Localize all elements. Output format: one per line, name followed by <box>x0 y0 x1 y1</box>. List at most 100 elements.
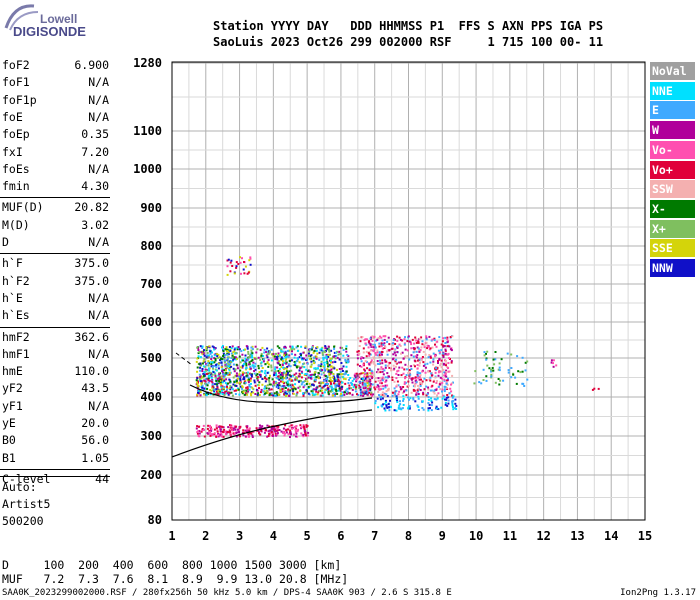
echo-point <box>198 432 201 435</box>
echo-point <box>203 379 206 382</box>
echo-point <box>211 383 214 386</box>
echo-point <box>432 360 435 363</box>
echo-point <box>198 435 201 438</box>
echo-point <box>249 367 252 370</box>
echo-point <box>435 382 438 384</box>
echo-point <box>253 379 256 382</box>
echo-point <box>307 392 310 395</box>
echo-point <box>383 338 386 341</box>
echo-point <box>432 363 435 366</box>
y-tick-label: 900 <box>140 201 162 215</box>
echo-point <box>199 356 202 359</box>
echo-point <box>250 373 253 376</box>
echo-point <box>273 428 276 431</box>
echo-point <box>236 346 239 349</box>
echo-point <box>376 362 379 365</box>
echo-point <box>365 374 368 377</box>
echo-point <box>364 342 367 345</box>
echo-point <box>364 360 367 363</box>
echo-point <box>270 348 273 351</box>
echo-point <box>231 388 234 391</box>
echo-point <box>305 368 308 371</box>
echo-point <box>323 391 326 394</box>
echo-point <box>428 354 431 356</box>
echo-point <box>280 358 283 361</box>
echo-point <box>332 366 334 369</box>
echo-point <box>388 349 391 352</box>
legend-item-nne: NNE <box>650 81 695 100</box>
echo-point <box>263 348 266 351</box>
echo-point <box>295 435 297 438</box>
echo-point <box>408 398 410 401</box>
echo-point <box>272 354 275 357</box>
echo-point <box>390 369 393 372</box>
echo-point <box>248 388 251 391</box>
echo-point <box>212 386 215 389</box>
echo-point <box>442 345 445 348</box>
echo-point <box>300 370 303 373</box>
echo-point <box>555 364 558 367</box>
echo-point <box>259 375 262 378</box>
echo-point <box>334 357 337 360</box>
echo-point <box>437 371 440 374</box>
echo-point <box>266 347 269 350</box>
echo-point <box>498 369 501 372</box>
echo-point <box>317 375 320 378</box>
echo-point <box>368 367 371 370</box>
echo-point <box>417 375 420 378</box>
echo-point <box>510 353 513 356</box>
echo-point <box>201 347 204 349</box>
echo-point <box>415 391 418 394</box>
echo-point <box>423 388 426 391</box>
echo-point <box>348 378 350 381</box>
echo-point <box>439 383 442 386</box>
echo-point <box>387 387 390 390</box>
echo-point <box>364 386 367 389</box>
echo-point <box>593 387 596 390</box>
echo-point <box>221 389 223 392</box>
echo-point <box>262 390 265 393</box>
echo-point <box>411 338 414 341</box>
echo-point <box>338 383 341 386</box>
echo-point <box>328 385 331 388</box>
echo-point <box>354 387 357 390</box>
echo-point <box>276 427 279 430</box>
echo-point <box>318 385 321 388</box>
echo-point <box>212 367 214 370</box>
echo-point <box>228 392 231 395</box>
echo-point <box>255 351 258 354</box>
echo-point <box>449 348 452 351</box>
echo-point <box>447 402 450 405</box>
echo-point <box>257 429 260 432</box>
echo-point <box>430 374 433 377</box>
echo-point <box>485 358 488 361</box>
echo-point <box>338 386 341 389</box>
echo-point <box>440 406 443 409</box>
echo-point <box>246 272 249 275</box>
echo-point <box>277 352 280 355</box>
echo-point <box>414 400 417 403</box>
echo-point <box>224 430 227 433</box>
echo-point <box>523 385 526 387</box>
echo-point <box>310 363 313 366</box>
echo-point <box>247 388 249 391</box>
echo-point <box>288 370 291 373</box>
echo-point <box>395 365 397 368</box>
echo-point <box>281 380 284 383</box>
echo-point <box>436 367 439 370</box>
echo-point <box>200 351 203 354</box>
echo-point <box>352 386 355 389</box>
echo-point <box>250 349 253 352</box>
param-separator <box>0 253 110 255</box>
echo-point <box>308 355 310 357</box>
echo-point <box>275 391 278 394</box>
echo-point <box>215 383 218 386</box>
echo-point <box>249 392 252 395</box>
echo-point <box>220 432 223 435</box>
echo-point <box>300 358 303 361</box>
echo-point <box>394 361 397 364</box>
echo-point <box>233 350 236 353</box>
header-row-1: Station YYYY DAY DDD HHMMSS P1 FFS S AXN… <box>213 19 604 33</box>
echo-point <box>445 382 448 385</box>
echo-point <box>209 352 212 355</box>
